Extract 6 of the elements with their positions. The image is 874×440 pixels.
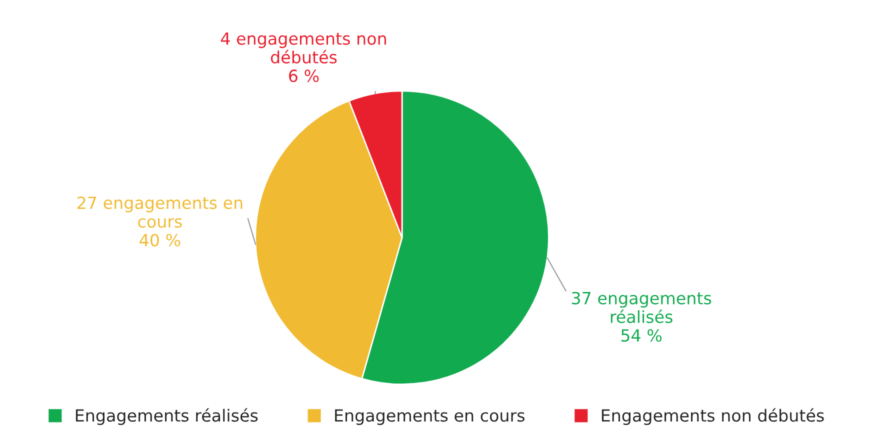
data-label: 37 engagements réalisés 54 % (572, 292, 712, 342)
legend-label: Engagements en cours (335, 409, 524, 425)
data-label: 27 engagements en cours 40 % (78, 196, 242, 246)
legend-label: Engagements réalisés (76, 408, 258, 425)
legend-label: Engagements non débutés (602, 408, 824, 425)
data-label: 4 engagements non débutés 6 % (220, 32, 386, 82)
